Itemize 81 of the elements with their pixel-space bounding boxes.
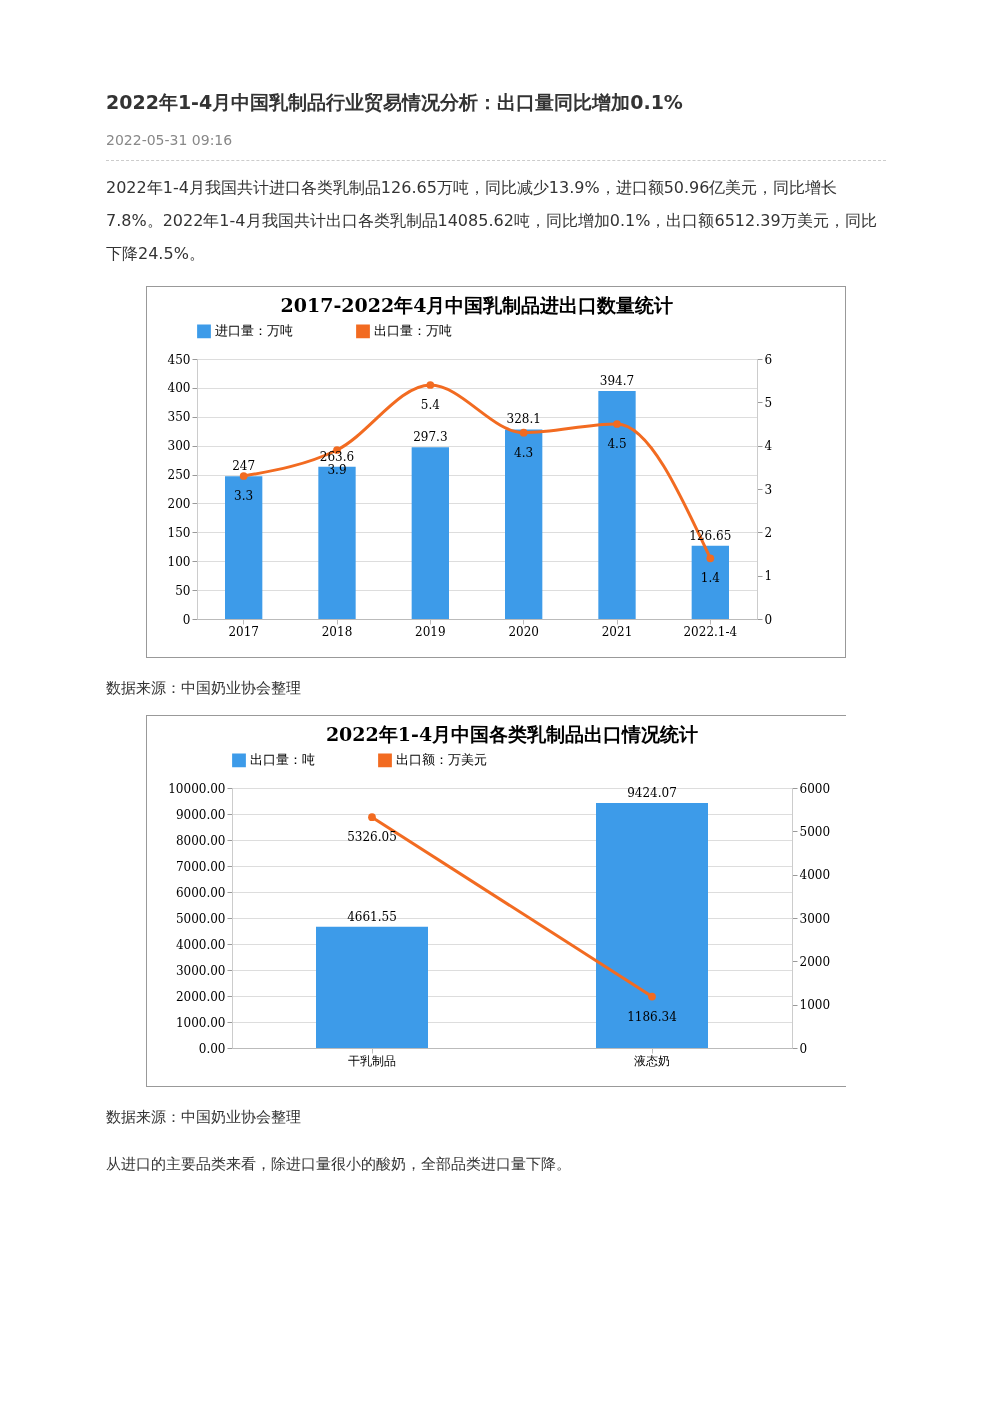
y2-tick-label: 5000 <box>799 824 831 839</box>
y-tick-label: 100 <box>167 554 191 569</box>
y-tick-label: 200 <box>167 496 191 511</box>
text: 2022年1-4月我国共计进口各类乳制品126.65万吨，同比减少13.9%，进口额50.96亿美元，同比增长7.8%。2022年1-4月我国共计出口各类乳制品14085.62吨，同比增加0.1%，出口额6512.39万美元，同比下降24.5%。 <box>106 177 878 265</box>
text: 2022-05-31 09:16 <box>106 132 886 161</box>
data-label: 297.3 <box>413 430 448 445</box>
y2-tick-label: 4000 <box>799 868 831 883</box>
data-label: 5326.05 <box>347 830 397 845</box>
bar <box>318 466 356 619</box>
y-tick-label: 7000.00 <box>175 859 226 874</box>
data-label: 1186.34 <box>627 1009 678 1024</box>
legend-label: 出口量：吨 <box>250 752 315 768</box>
y-tick-label: 8000.00 <box>175 833 226 848</box>
legend-label: 出口量：万吨 <box>374 323 452 339</box>
data-label: 247 <box>232 459 256 474</box>
bar <box>505 429 543 619</box>
x-tick-label: 液态奶 <box>634 1053 670 1068</box>
y2-tick-label: 1 <box>764 569 773 584</box>
legend-label: 出口额：万美元 <box>396 752 487 768</box>
data-label: 4.5 <box>607 437 627 451</box>
data-label: 4.3 <box>514 445 534 460</box>
y-tick-label: 450 <box>167 352 191 367</box>
x-tick-label: 干乳制品 <box>348 1053 396 1068</box>
bar <box>691 545 729 619</box>
point <box>706 554 715 563</box>
y-tick-label: 6000.00 <box>175 885 226 900</box>
y-tick-label: 0.00 <box>198 1041 226 1056</box>
x-tick-label: 2020 <box>508 624 539 639</box>
y-tick-label: 0 <box>182 612 191 627</box>
data-label: 5.4 <box>420 398 441 412</box>
y-tick-label: 150 <box>167 525 191 540</box>
bar <box>225 476 263 619</box>
y-tick-label: 5000.00 <box>175 911 226 926</box>
y2-tick-label: 5 <box>764 395 773 410</box>
bar <box>598 390 636 619</box>
data-label: 1.4 <box>700 571 721 586</box>
y-tick-label: 400 <box>167 381 191 396</box>
y2-tick-label: 2000 <box>799 954 831 969</box>
data-label: 4661.55 <box>347 909 397 924</box>
data-label: 328.1 <box>506 412 541 427</box>
y-tick-label: 3000.00 <box>175 963 226 978</box>
text: 从进口的主要品类来看，除进口量很小的酸奶，全部品类进口量下降。 <box>106 1154 572 1175</box>
y-tick-label: 1000.00 <box>175 1015 226 1030</box>
data-label: 9424.07 <box>627 785 677 800</box>
y2-tick-label: 0 <box>764 612 773 627</box>
y2-tick-label: 3000 <box>799 911 831 926</box>
y-tick-label: 10000.00 <box>168 781 226 796</box>
x-tick-label: 2022.1-4 <box>683 624 738 639</box>
chart-title: 2022年1-4月中国各类乳制品出口情况统计 <box>325 723 699 745</box>
point <box>519 428 528 437</box>
x-tick-label: 2019 <box>415 624 446 639</box>
data-label: 3.9 <box>327 463 347 477</box>
y2-tick-label: 2 <box>764 525 773 540</box>
legend-label: 进口量：万吨 <box>215 323 293 339</box>
x-tick-label: 2021 <box>601 624 633 639</box>
source-note: 数据来源：中国奶业协会整理 <box>106 1107 302 1128</box>
chart-title: 2017-2022年4月中国乳制品进出口数量统计 <box>280 294 674 316</box>
point <box>239 472 248 480</box>
data-label: 394.7 <box>599 373 635 388</box>
y2-tick-label: 1000 <box>799 998 831 1013</box>
y2-tick-label: 6 <box>764 352 773 367</box>
y-tick-label: 250 <box>167 468 191 483</box>
source-note: 数据来源：中国奶业协会整理 <box>106 678 302 699</box>
x-tick-label: 2017 <box>228 624 259 639</box>
point <box>426 381 435 389</box>
y-tick-label: 50 <box>175 583 191 598</box>
y-tick-label: 300 <box>167 439 191 454</box>
y2-tick-label: 4 <box>764 439 773 454</box>
data-label: 3.3 <box>234 489 254 503</box>
data-label: 263.6 <box>319 449 355 464</box>
y-tick-label: 4000.00 <box>175 937 226 952</box>
y-tick-label: 350 <box>167 410 191 425</box>
bar <box>411 447 449 619</box>
y2-tick-label: 0 <box>799 1041 808 1056</box>
x-tick-label: 2018 <box>321 624 353 639</box>
text: 2022年1-4月中国乳制品行业贸易情况分析：出口量同比增加0.1% <box>106 90 684 115</box>
y-tick-label: 2000.00 <box>175 989 226 1004</box>
y2-tick-label: 6000 <box>799 781 831 796</box>
y-tick-label: 9000.00 <box>175 807 226 822</box>
point <box>613 420 621 428</box>
y2-tick-label: 3 <box>764 482 773 497</box>
